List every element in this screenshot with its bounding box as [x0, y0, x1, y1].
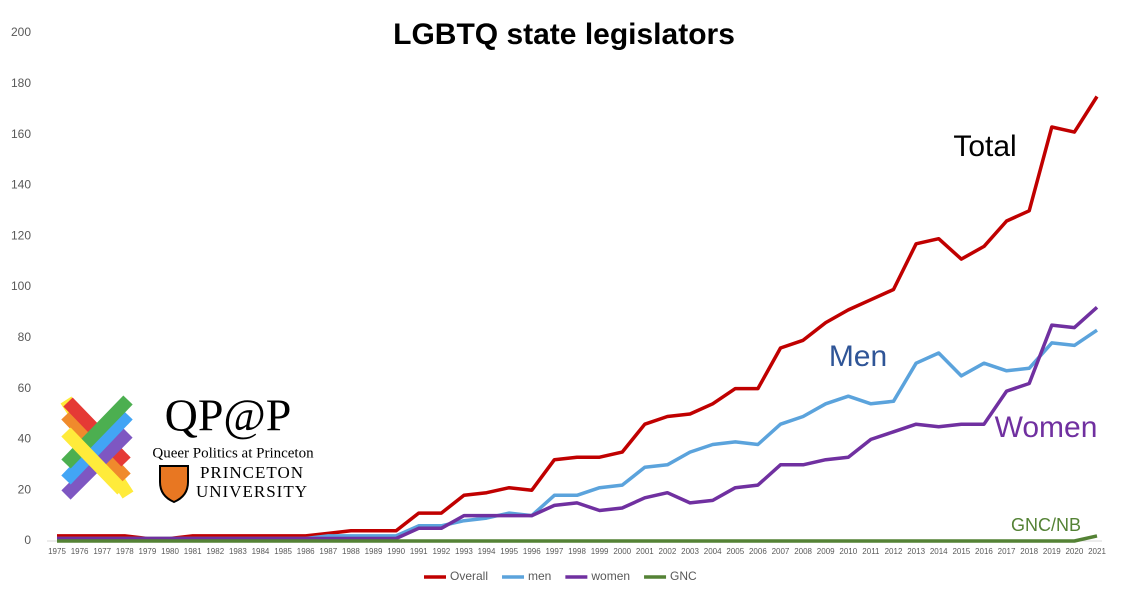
annotation: Men	[829, 340, 887, 373]
x-tick-label: 2001	[636, 547, 654, 556]
x-tick-label: 2005	[726, 547, 744, 556]
y-tick-label: 200	[11, 25, 31, 39]
series-line	[57, 534, 1098, 543]
x-tick-label: 2011	[862, 547, 880, 556]
x-tick-label: 2015	[952, 547, 970, 556]
x-tick-label: 2013	[907, 547, 925, 556]
x-tick-label: 1996	[523, 547, 541, 556]
x-tick-label: 1980	[161, 547, 179, 556]
x-tick-label: 1994	[478, 547, 496, 556]
x-tick-label: 2021	[1088, 547, 1106, 556]
y-tick-label: 100	[11, 279, 31, 293]
x-tick-label: 2014	[930, 547, 948, 556]
x-tick-label: 1986	[297, 547, 315, 556]
x-tick-label: 1983	[229, 547, 247, 556]
x-tick-label: 2000	[613, 547, 631, 556]
x-tick-label: 2002	[659, 547, 677, 556]
x-tick-label: 2019	[1043, 547, 1061, 556]
y-tick-label: 0	[24, 533, 31, 547]
x-tick-label: 1989	[365, 547, 383, 556]
x-tick-label: 1997	[545, 547, 563, 556]
series-line	[57, 305, 1099, 541]
annotation: Women	[995, 411, 1098, 444]
x-tick-label: 2017	[998, 547, 1016, 556]
x-tick-label: 1976	[71, 547, 89, 556]
y-tick-label: 180	[11, 76, 31, 90]
y-tick-label: 160	[11, 127, 31, 141]
x-tick-label: 2004	[704, 547, 722, 556]
logo-subtitle: Queer Politics at Princeton	[152, 445, 314, 461]
x-tick-label: 1984	[252, 547, 270, 556]
x-tick-label: 1993	[455, 547, 473, 556]
logo-university: PRINCETON	[200, 463, 304, 482]
x-tick-label: 2010	[839, 547, 857, 556]
annotation: GNC/NB	[1011, 515, 1081, 535]
y-tick-label: 20	[18, 482, 32, 496]
x-tick-label: 1995	[500, 547, 518, 556]
x-tick-label: 1975	[48, 547, 66, 556]
x-tick-label: 2007	[772, 547, 790, 556]
x-tick-label: 1999	[591, 547, 609, 556]
x-tick-label: 1990	[387, 547, 405, 556]
x-tick-label: 1988	[342, 547, 360, 556]
x-tick-label: 2008	[794, 547, 812, 556]
logo-title: QP@P	[165, 390, 292, 441]
x-tick-label: 2020	[1065, 547, 1083, 556]
series-line	[57, 95, 1099, 541]
x-tick-label: 1987	[319, 547, 337, 556]
y-tick-label: 80	[18, 330, 32, 344]
logo-mark	[60, 395, 134, 500]
x-tick-label: 1992	[432, 547, 450, 556]
x-tick-label: 2012	[885, 547, 903, 556]
x-tick-label: 1979	[139, 547, 157, 556]
x-tick-label: 1981	[184, 547, 202, 556]
logo: QP@P Queer Politics at Princeton PRINCET…	[60, 390, 314, 504]
x-tick-label: 1977	[93, 547, 111, 556]
legend-label: men	[528, 569, 551, 583]
x-tick-label: 2016	[975, 547, 993, 556]
x-tick-label: 1978	[116, 547, 134, 556]
x-tick-label: 1998	[568, 547, 586, 556]
x-tick-label: 2018	[1020, 547, 1038, 556]
chart-title: LGBTQ state legislators	[393, 18, 735, 51]
legend-label: GNC	[670, 569, 697, 583]
shield	[159, 465, 189, 504]
y-tick-label: 120	[11, 228, 31, 242]
x-tick-label: 1985	[274, 547, 292, 556]
legend-label: Overall	[450, 569, 488, 583]
y-tick-label: 40	[18, 432, 32, 446]
x-tick-label: 1991	[410, 547, 428, 556]
y-tick-label: 60	[18, 381, 32, 395]
legend: Overall men women GNC	[424, 569, 697, 583]
x-tick-label: 1982	[206, 547, 224, 556]
x-tick-label: 2006	[749, 547, 767, 556]
y-tick-label: 140	[11, 178, 31, 192]
x-tick-label: 2009	[817, 547, 835, 556]
x-tick-label: 2003	[681, 547, 699, 556]
legend-label: women	[590, 569, 630, 583]
logo-university: UNIVERSITY	[196, 482, 308, 501]
annotation: Total	[953, 130, 1016, 163]
